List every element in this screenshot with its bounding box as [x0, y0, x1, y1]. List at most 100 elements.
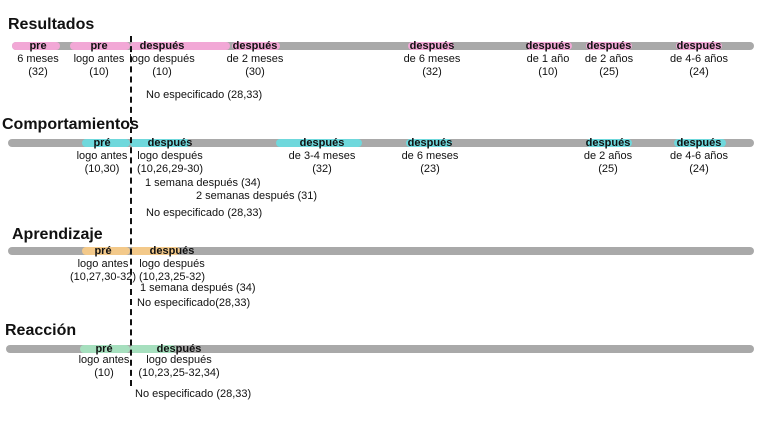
marker-label-line: (10) [152, 66, 172, 78]
highlight-segment [406, 139, 452, 147]
marker-tag: después [525, 40, 571, 52]
marker-label-line: (32) [28, 66, 48, 78]
marker-label: de 6 meses (23) [402, 150, 459, 176]
marker-label: logo después (10,26,29-30) [137, 150, 203, 176]
marker-tag: después [409, 40, 455, 52]
marker-label: logo antes (10) [79, 354, 130, 380]
marker-tag: después [407, 137, 453, 149]
marker-label-line: de 6 meses [401, 150, 459, 162]
marker-label-line: (10) [538, 66, 558, 78]
timeline-bar-aprendizaje [8, 247, 754, 255]
marker-label-line: logo después [129, 53, 195, 65]
marker-label-line: logo después [146, 354, 212, 366]
marker-label-line: de 1 año [526, 53, 570, 65]
marker-tag: después [586, 40, 632, 52]
marker-tag: después [585, 137, 631, 149]
marker-label: logo antes (10,30) [77, 150, 128, 176]
highlight-segment [276, 139, 362, 147]
marker-label: de 2 meses (30) [227, 53, 284, 79]
marker-label: de 4-6 años (24) [670, 53, 728, 79]
note-text: No especificado (28,33) [146, 89, 263, 101]
marker-label: logo antes (10) [74, 53, 125, 79]
marker-label-line: (10,30) [84, 163, 120, 175]
marker-label-line: (23) [420, 163, 440, 175]
marker-label-line: logo antes [73, 53, 125, 65]
marker-tag: pré [94, 245, 112, 257]
section-title-aprendizaje: Aprendizaje [12, 226, 103, 243]
marker-label-line: de 6 meses [403, 53, 461, 65]
marker-tag: después [147, 137, 193, 149]
marker-label: logo después (10,23,25-32,34) [138, 354, 219, 380]
note-text: No especificado(28,33) [137, 297, 251, 309]
marker-label-line: (10,23,25-32) [138, 271, 206, 283]
note-text: 1 semana después (34) [145, 177, 261, 189]
marker-label-line: (30) [245, 66, 265, 78]
marker-tag: después [676, 137, 722, 149]
marker-tag: después [139, 40, 185, 52]
highlight-segment [12, 42, 60, 50]
highlight-segment [130, 345, 176, 353]
marker-label-line: de 2 años [583, 150, 633, 162]
marker-label: de 4-6 años (24) [670, 150, 728, 176]
marker-label-line: (10) [89, 66, 109, 78]
marker-label-line: de 4-6 años [669, 53, 729, 65]
highlight-segment [80, 345, 130, 353]
timeline-bar-reaccion [6, 345, 754, 353]
marker-label-line: logo antes [76, 150, 128, 162]
marker-label-line: (25) [598, 163, 618, 175]
highlight-segment [408, 42, 454, 50]
marker-label: logo después (10) [129, 53, 194, 79]
marker-label-line: (10) [94, 367, 114, 379]
marker-label-line: (10,26,29-30) [136, 163, 204, 175]
section-title-reaccion: Reacción [5, 322, 77, 339]
note-text: 2 semanas después (31) [196, 190, 318, 202]
marker-label-line: logo antes [78, 354, 130, 366]
marker-label: de 3-4 meses (32) [289, 150, 356, 176]
note-text: 1 semana después (34) [140, 282, 256, 294]
timeline-bar-comportamientos [8, 139, 754, 147]
timeline-bar-resultados [12, 42, 754, 50]
dashed-divider [130, 36, 132, 386]
marker-tag: pre [29, 40, 47, 52]
marker-label-line: de 2 meses [226, 53, 284, 65]
highlight-segment [676, 42, 722, 50]
highlight-segment [130, 42, 230, 50]
marker-label: 6 meses (32) [17, 53, 59, 79]
marker-label: de 2 años (25) [585, 53, 633, 79]
marker-label-line: 6 meses [17, 53, 59, 65]
marker-tag: pré [93, 137, 111, 149]
marker-label: de 6 meses (32) [404, 53, 461, 79]
marker-label-line: (25) [599, 66, 619, 78]
highlight-segment [232, 42, 280, 50]
highlight-segment [526, 42, 572, 50]
marker-label-line: de 2 años [584, 53, 634, 65]
marker-tag: después [149, 245, 195, 257]
marker-label-line: de 4-6 años [669, 150, 729, 162]
marker-label-line: (10,27,30-32) [69, 271, 137, 283]
highlight-segment [130, 139, 190, 147]
marker-tag: después [156, 343, 202, 355]
section-title-resultados: Resultados [8, 16, 95, 33]
highlight-segment [586, 42, 632, 50]
highlight-segment [82, 139, 130, 147]
highlight-segment [70, 42, 130, 50]
marker-label: logo después (10,23,25-32) [139, 258, 205, 284]
highlight-segment [674, 139, 726, 147]
marker-tag: después [299, 137, 345, 149]
marker-label-line: de 3-4 meses [288, 150, 356, 162]
marker-label: de 1 año (10) [527, 53, 570, 79]
marker-tag: después [232, 40, 278, 52]
marker-label-line: (10,23,25-32,34) [138, 367, 220, 379]
note-text: No especificado (28,33) [146, 207, 263, 219]
marker-label: de 2 años (25) [584, 150, 632, 176]
marker-label: logo antes (10,27,30-32) [70, 258, 136, 284]
marker-label-line: (24) [689, 163, 709, 175]
section-title-comportamientos: Comportamientos [2, 116, 139, 133]
marker-tag: pre [90, 40, 108, 52]
highlight-segment [82, 247, 130, 255]
note-text: No especificado (28,33) [135, 388, 252, 400]
marker-label-line: (32) [312, 163, 332, 175]
marker-label-line: logo antes [77, 258, 129, 270]
highlight-segment [130, 247, 180, 255]
